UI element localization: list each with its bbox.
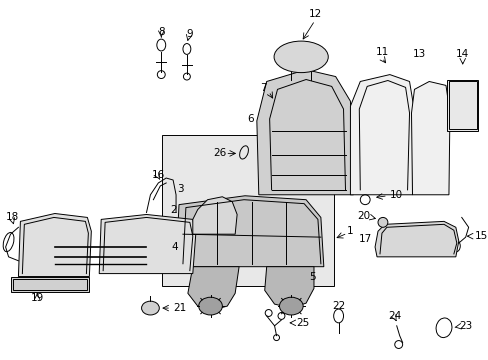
Text: 9: 9 [186,29,193,39]
Polygon shape [411,81,449,195]
Text: 24: 24 [387,311,401,321]
Bar [11,276,89,292]
Text: 11: 11 [375,47,388,57]
Bar [13,279,87,290]
Text: 5: 5 [309,271,316,282]
Text: 3: 3 [176,184,183,194]
Text: 25: 25 [296,318,309,328]
Polygon shape [19,213,91,276]
Text: 19: 19 [30,293,44,303]
Bar [162,135,333,287]
Text: 21: 21 [173,303,186,313]
Text: 16: 16 [151,170,164,180]
Text: 10: 10 [389,190,402,200]
Polygon shape [350,75,414,195]
Text: 22: 22 [331,301,345,311]
Text: 18: 18 [6,212,19,222]
Polygon shape [192,197,237,234]
Text: 17: 17 [358,234,371,244]
Text: 4: 4 [171,242,178,252]
Text: 14: 14 [455,49,468,59]
Text: 8: 8 [158,27,164,37]
Bar [448,81,475,129]
Polygon shape [264,267,313,308]
Ellipse shape [198,297,222,315]
Text: 6: 6 [247,114,254,124]
Text: 15: 15 [473,231,487,241]
Text: 23: 23 [458,321,471,331]
Text: 13: 13 [412,49,425,59]
Ellipse shape [142,301,159,315]
Polygon shape [256,70,353,195]
Text: 7: 7 [260,84,266,93]
Bar [446,80,478,131]
Text: 1: 1 [346,226,353,236]
Text: 20: 20 [356,211,369,221]
Text: 2: 2 [169,204,176,215]
Polygon shape [187,267,239,310]
Ellipse shape [273,41,327,73]
Polygon shape [176,196,323,267]
Text: 12: 12 [308,9,321,19]
Ellipse shape [377,217,387,227]
Polygon shape [374,221,458,257]
Polygon shape [99,215,195,274]
Ellipse shape [279,297,303,315]
Text: 26: 26 [212,148,225,158]
